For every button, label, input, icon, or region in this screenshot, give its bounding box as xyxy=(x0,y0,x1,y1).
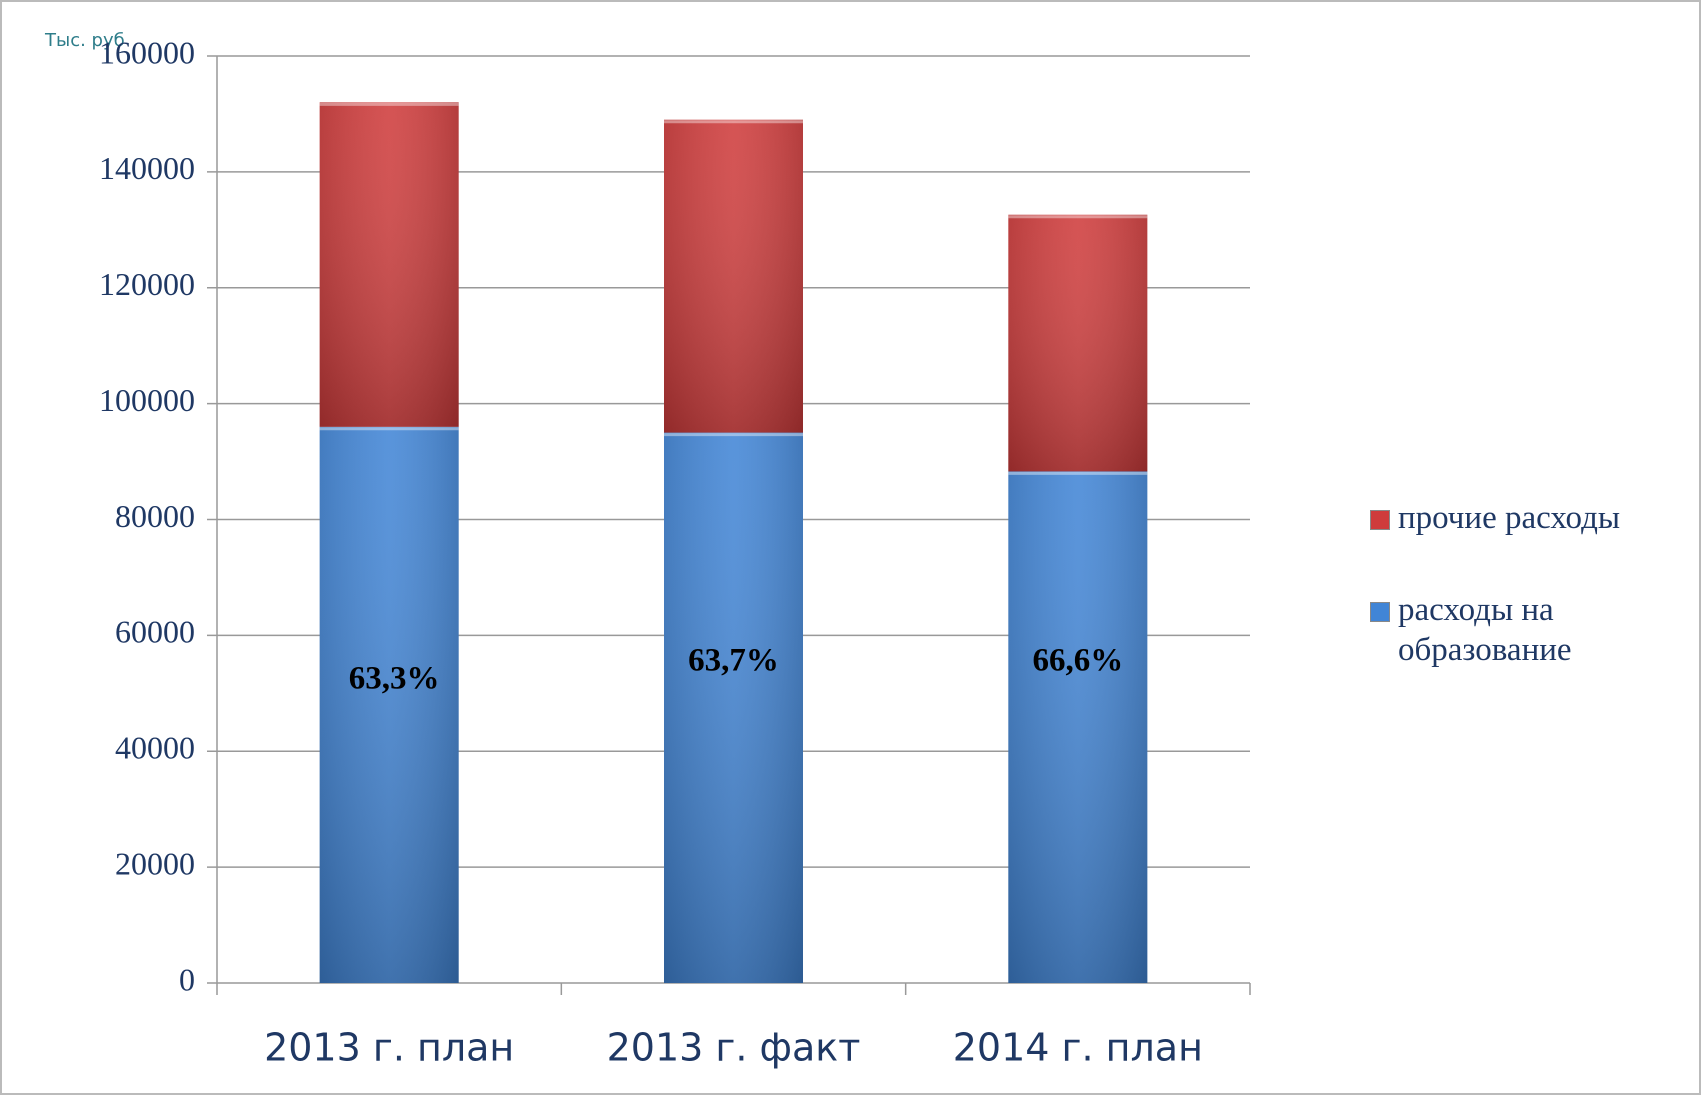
bar-shade xyxy=(319,426,459,983)
annotation: 63,7% xyxy=(688,643,779,679)
y-tick-label: 0 xyxy=(179,961,195,997)
bar-shade xyxy=(664,119,803,433)
y-tick-label: 80000 xyxy=(115,498,195,534)
y-tick-label: 20000 xyxy=(115,845,195,881)
y-tick-label: 100000 xyxy=(99,382,195,418)
y-tick-label: 40000 xyxy=(115,730,195,766)
legend-swatch xyxy=(1370,602,1390,622)
legend-label: расходы на образование xyxy=(1398,592,1572,668)
y-tick-label: 160000 xyxy=(99,34,195,70)
annotation: 66,6% xyxy=(1032,643,1123,679)
y-tick-label: 60000 xyxy=(115,614,195,650)
legend-label: прочие расходы xyxy=(1398,500,1621,536)
y-tick-label: 120000 xyxy=(99,266,195,302)
y-tick-label: 140000 xyxy=(99,150,195,186)
x-tick-label: 2013 г. факт xyxy=(607,1026,861,1070)
bar-shade xyxy=(319,102,459,427)
x-tick-label: 2013 г. план xyxy=(264,1026,514,1070)
legend-item: прочие расходы xyxy=(1370,498,1690,538)
bar-shade xyxy=(1008,471,1148,983)
x-tick-label: 2014 г. план xyxy=(953,1026,1203,1070)
legend-item: расходы на образование xyxy=(1370,590,1690,670)
bar-shade xyxy=(1008,214,1148,472)
y-unit-label: Тыс. руб xyxy=(44,30,125,51)
annotation: 63,3% xyxy=(349,661,440,697)
bar-shade xyxy=(664,432,803,983)
legend-swatch xyxy=(1370,510,1390,530)
